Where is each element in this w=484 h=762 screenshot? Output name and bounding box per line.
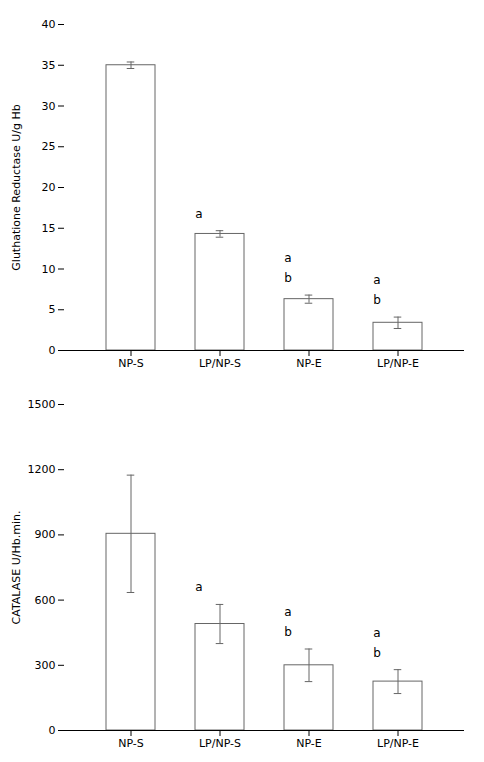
svg-text:NP-S: NP-S	[118, 357, 144, 370]
svg-text:0: 0	[49, 724, 56, 737]
svg-text:40: 40	[42, 18, 56, 31]
svg-text:600: 600	[35, 594, 56, 607]
svg-text:LP/NP-E: LP/NP-E	[377, 357, 419, 370]
svg-text:NP-E: NP-E	[296, 737, 322, 750]
svg-text:LP/NP-S: LP/NP-S	[199, 357, 241, 370]
svg-text:10: 10	[42, 263, 56, 276]
svg-text:300: 300	[35, 659, 56, 672]
svg-text:a: a	[373, 273, 380, 287]
svg-text:LP/NP-E: LP/NP-E	[377, 737, 419, 750]
svg-text:a: a	[284, 605, 291, 619]
svg-text:20: 20	[42, 181, 56, 194]
svg-text:1200: 1200	[28, 463, 56, 476]
svg-text:b: b	[284, 625, 292, 639]
svg-text:a: a	[195, 580, 202, 594]
svg-text:NP-E: NP-E	[296, 357, 322, 370]
svg-text:25: 25	[42, 140, 56, 153]
svg-text:Gluthatione Reductase U/g Hb: Gluthatione Reductase U/g Hb	[10, 104, 23, 270]
svg-text:1500: 1500	[28, 398, 56, 411]
svg-text:15: 15	[42, 222, 56, 235]
svg-text:0: 0	[49, 344, 56, 357]
svg-text:a: a	[284, 251, 291, 265]
svg-text:b: b	[284, 271, 292, 285]
svg-text:30: 30	[42, 100, 56, 113]
svg-text:a: a	[373, 626, 380, 640]
svg-text:LP/NP-S: LP/NP-S	[199, 737, 241, 750]
svg-text:NP-S: NP-S	[118, 737, 144, 750]
svg-text:CATALASE U/Hb.min.: CATALASE U/Hb.min.	[10, 511, 23, 625]
svg-text:900: 900	[35, 528, 56, 541]
svg-text:b: b	[373, 293, 381, 307]
svg-text:5: 5	[49, 303, 56, 316]
svg-text:a: a	[195, 207, 202, 221]
svg-text:b: b	[373, 646, 381, 660]
svg-text:35: 35	[42, 59, 56, 72]
